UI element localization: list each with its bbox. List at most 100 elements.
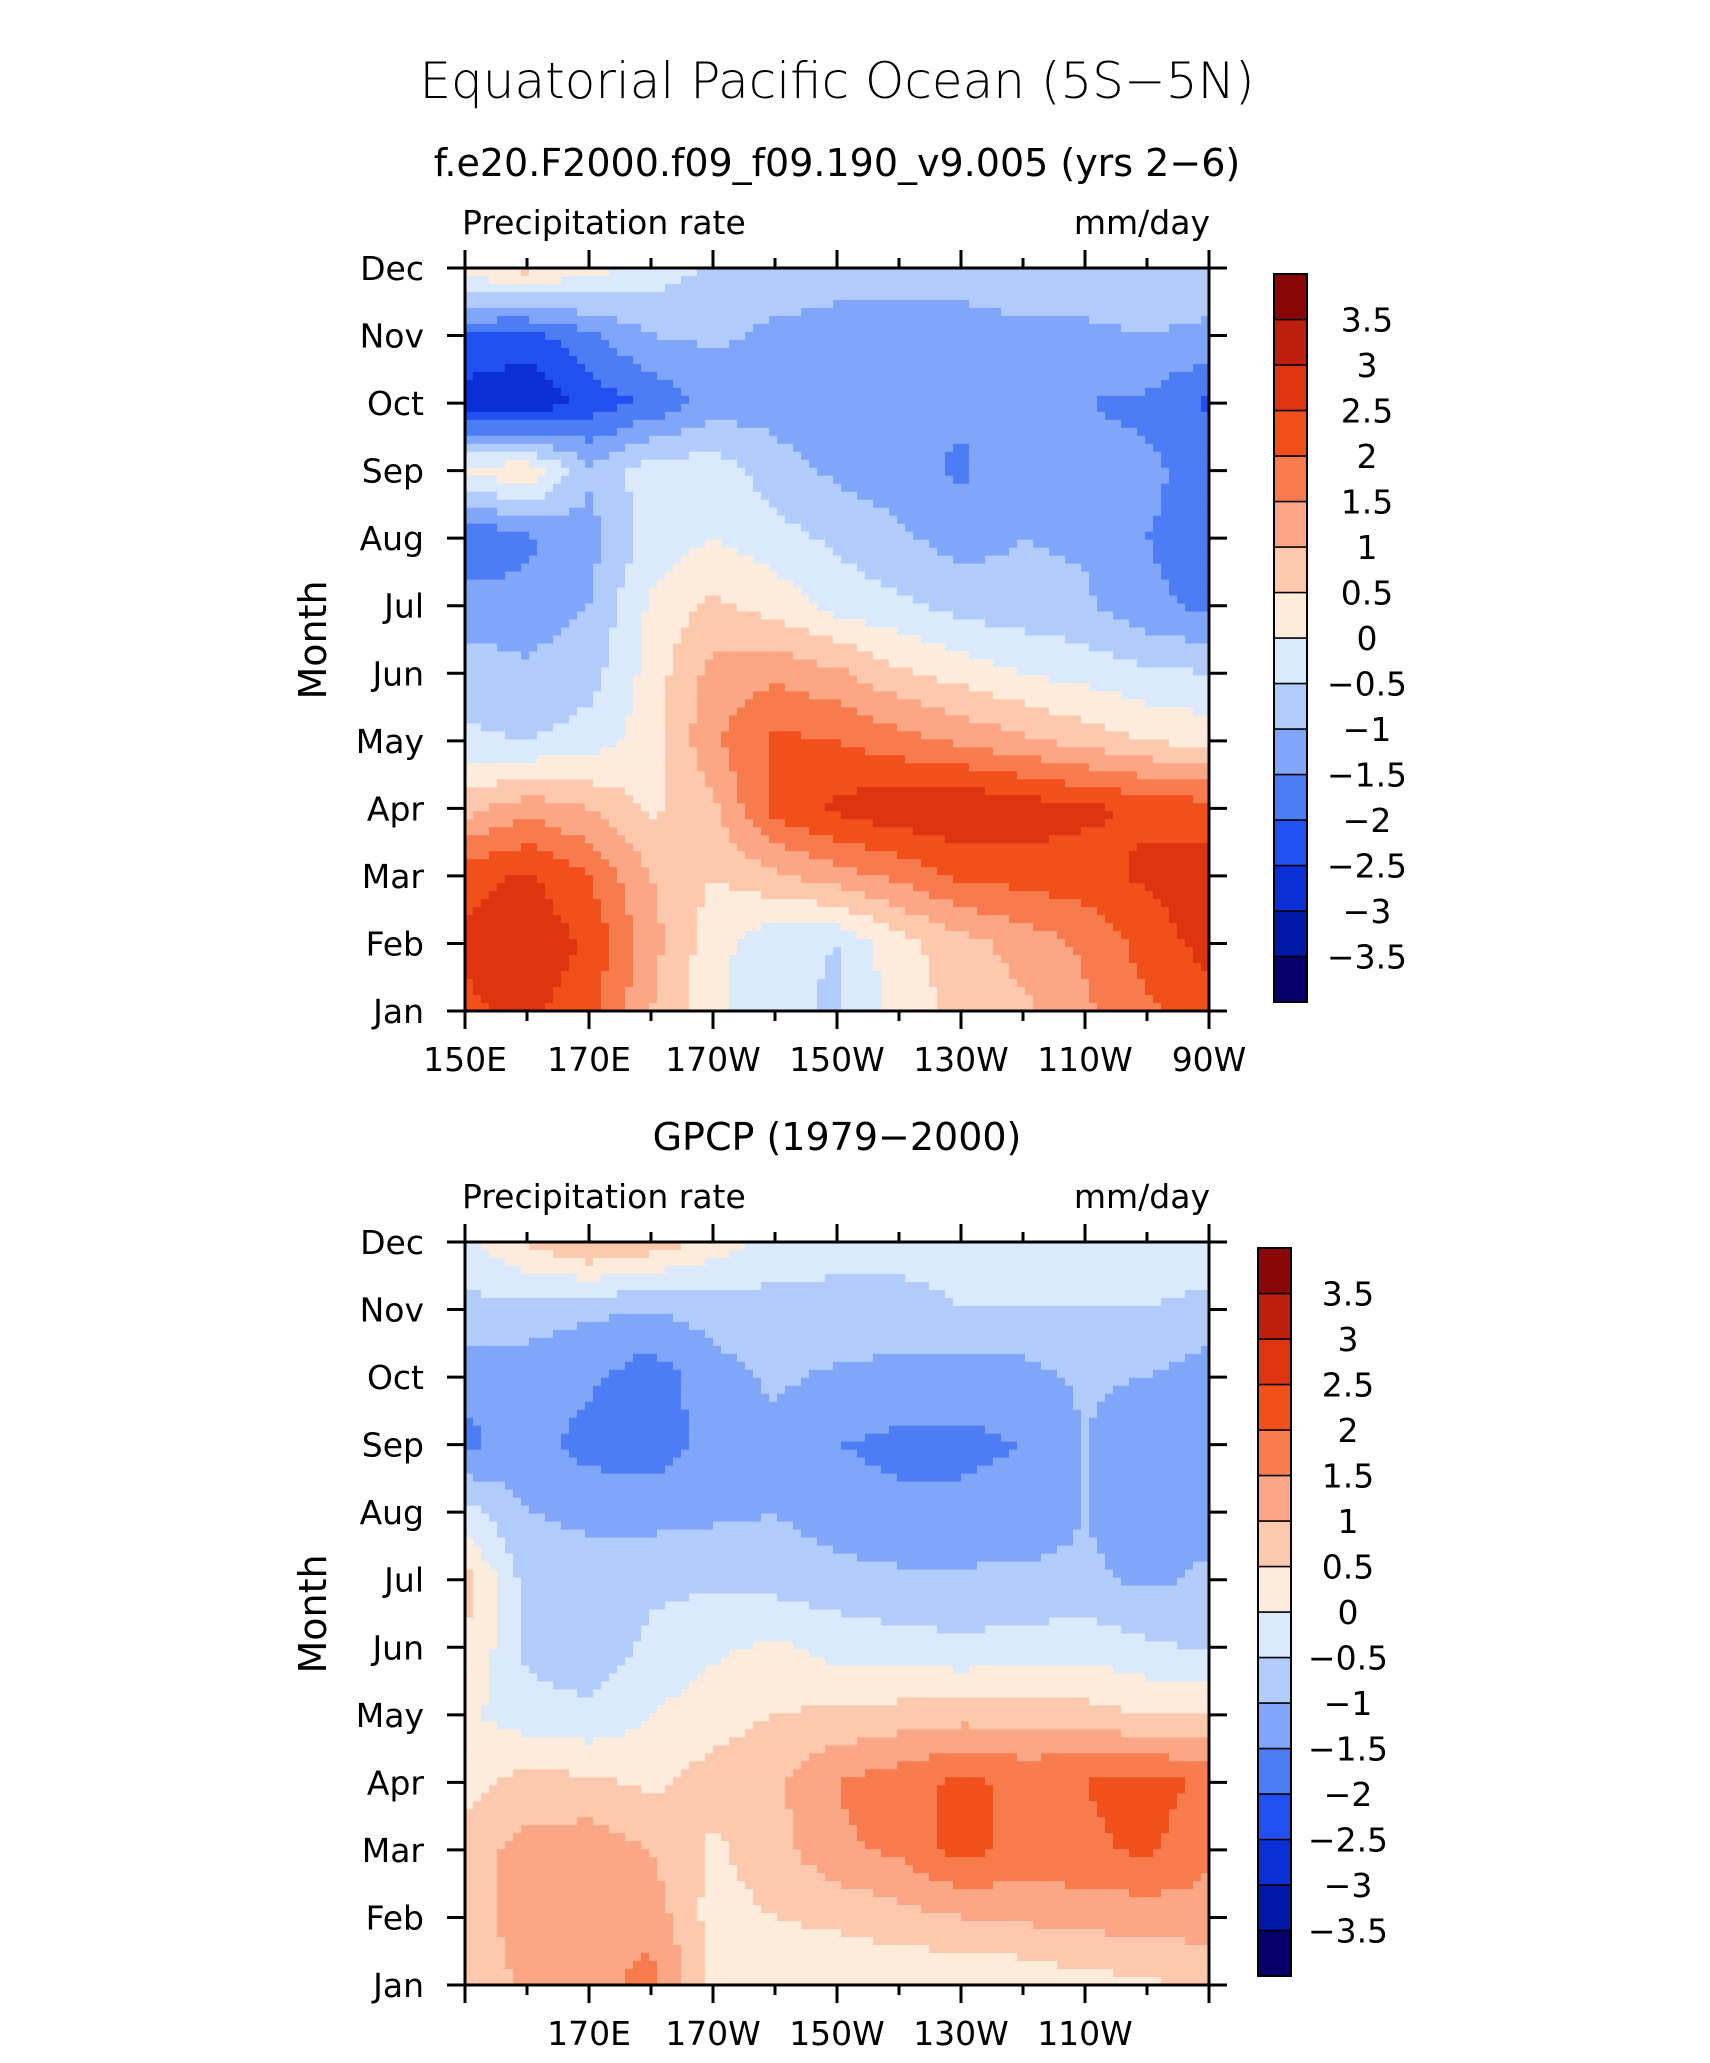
field-cell [1073,651,1082,661]
field-cell [497,268,506,277]
field-cell [1097,315,1106,325]
field-cell [545,379,554,389]
field-cell [1025,491,1034,501]
field-cell [745,475,754,485]
field-cell [809,443,818,453]
field-cell [1153,611,1162,621]
field-cell [977,268,986,277]
field-cell [793,579,802,589]
field-cell [729,627,738,637]
field-cell [553,427,562,437]
field-cell [673,571,682,581]
field-cell [521,619,530,629]
field-cell [817,627,826,637]
field-cell [1057,539,1066,549]
field-cell [793,491,802,501]
field-cell [489,291,498,301]
field-cell [945,523,954,533]
field-cell [1089,651,1098,661]
field-cell [841,603,850,613]
field-cell [881,515,890,525]
field-cell [1033,419,1042,429]
field-cell [561,691,570,701]
field-cell [977,523,986,533]
field-cell [953,635,962,645]
field-cell [1057,371,1066,381]
field-cell [969,411,978,421]
field-cell [705,451,714,461]
field-cell [1169,499,1178,509]
field-cell [697,475,706,485]
field-cell [761,315,770,325]
field-cell [1153,651,1162,661]
field-cell [921,499,930,509]
field-cell [1185,483,1194,493]
field-cell [1017,299,1026,309]
field-cell [609,619,618,629]
field-cell [753,403,762,413]
field-cell [1193,515,1202,525]
field-cell [545,411,554,421]
field-cell [1057,379,1066,389]
field-cell [713,299,722,309]
field-cell [513,531,522,541]
field-cell [993,435,1002,445]
field-cell [705,467,714,477]
field-cell [921,427,930,437]
field-cell [657,427,666,437]
field-cell [889,595,898,605]
field-cell [737,515,746,525]
field-cell [721,555,730,565]
field-cell [889,667,898,677]
field-cell [1001,355,1010,365]
field-cell [529,587,538,597]
field-cell [905,643,914,653]
field-cell [585,539,594,549]
field-cell [1105,467,1114,477]
field-cell [1137,539,1146,549]
field-cell [1193,411,1202,421]
field-cell [833,299,842,309]
field-cell [793,691,802,701]
field-cell [929,691,938,701]
field-cell [1129,275,1138,285]
field-cell [857,467,866,477]
field-cell [937,467,946,477]
field-cell [649,459,658,469]
field-cell [1185,659,1194,669]
field-cell [473,307,482,317]
field-cell [1065,619,1074,629]
field-cell [513,507,522,517]
field-cell [601,491,610,501]
field-cell [481,387,490,397]
field-cell [561,619,570,629]
field-cell [633,547,642,557]
field-cell [1201,579,1209,589]
field-cell [801,547,810,557]
field-cell [921,339,930,349]
field-cell [905,595,914,605]
field-cell [745,443,754,453]
field-cell [873,451,882,461]
field-cell [593,499,602,509]
field-cell [585,563,594,573]
field-cell [601,475,610,485]
field-cell [673,395,682,405]
field-cell [865,387,874,397]
field-cell [705,268,714,277]
field-cell [625,627,634,637]
field-cell [681,427,690,437]
field-cell [841,475,850,485]
field-cell [625,619,634,629]
field-cell [857,355,866,365]
field-cell [937,347,946,357]
field-cell [609,483,618,493]
field-cell [1025,515,1034,525]
field-cell [937,299,946,309]
field-cell [473,691,482,701]
field-cell [793,268,802,277]
field-cell [641,667,650,677]
field-cell [1185,587,1194,597]
field-cell [521,403,530,413]
field-cell [609,643,618,653]
